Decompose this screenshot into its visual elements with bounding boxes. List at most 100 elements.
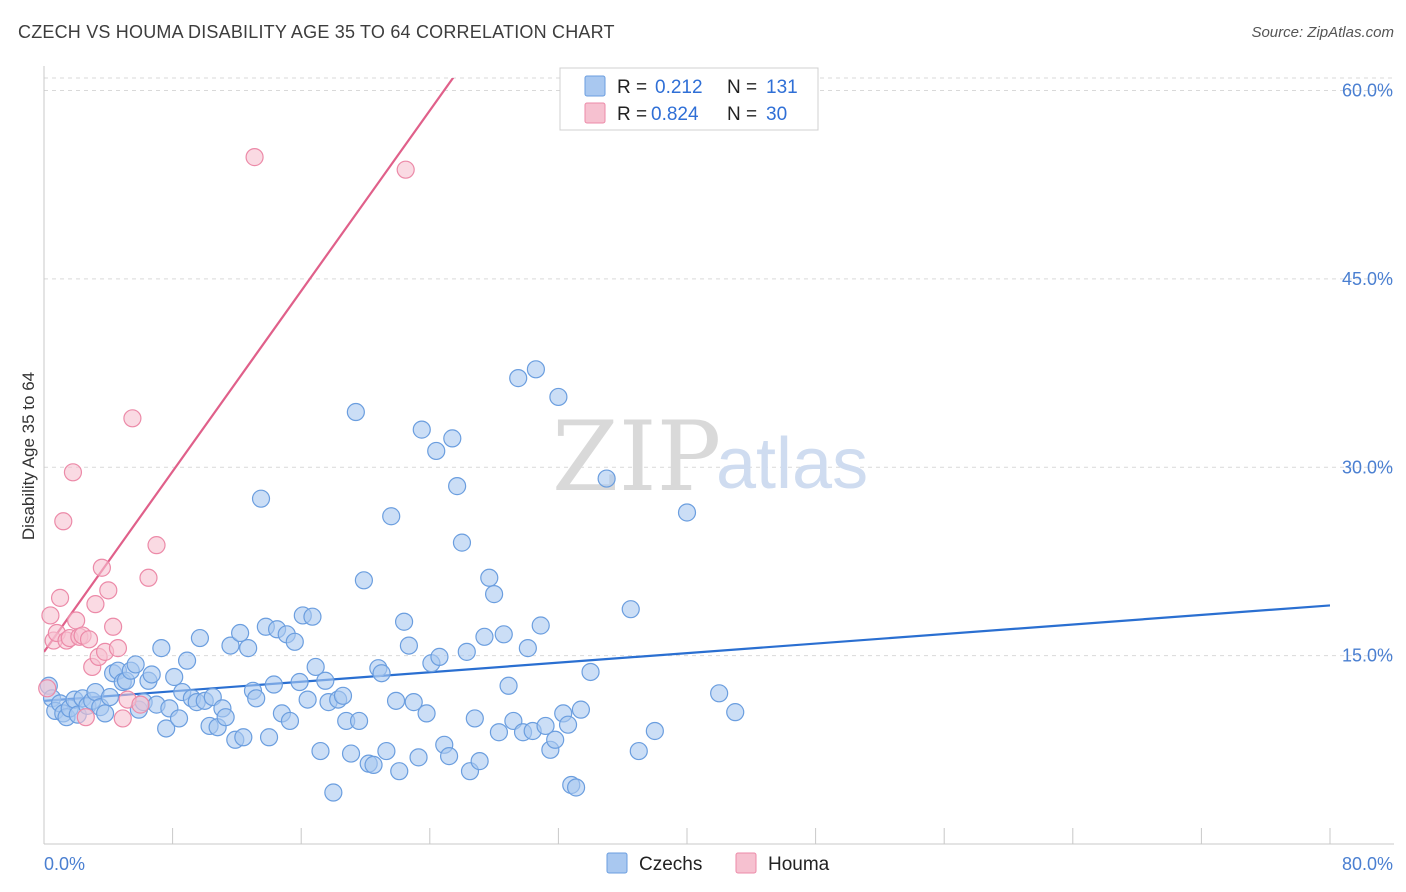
czechs-point — [475, 627, 494, 646]
czechs-point — [439, 746, 459, 766]
czechs-point — [247, 689, 266, 708]
czechs-point — [341, 744, 361, 763]
y-axis-title: Disability Age 35 to 64 — [19, 372, 38, 540]
houma-point — [54, 512, 73, 531]
houma-point — [41, 606, 60, 625]
czechs-point — [333, 686, 353, 705]
czechs-point — [303, 607, 322, 626]
czechs-point — [264, 675, 283, 694]
czechs-point — [629, 741, 648, 761]
czechs-point — [509, 369, 528, 388]
czechs-point — [394, 612, 414, 631]
czechs-point — [100, 687, 120, 707]
czechs-point — [489, 723, 509, 742]
czechs-point — [354, 571, 373, 590]
bottom-legend-czechs: Czechs — [639, 854, 702, 875]
chart-source: Source: ZipAtlas.com — [1251, 24, 1394, 41]
bottom-legend-houma: Houma — [768, 854, 830, 875]
legend-n-label-1: N = — [727, 77, 757, 98]
czechs-point — [536, 716, 555, 736]
czechs-point — [566, 778, 586, 797]
czechs-point — [677, 503, 697, 522]
czechs-point — [412, 420, 431, 439]
stats-legend: R = 0.212 N = 131 R = 0.824 N = 30 — [559, 67, 819, 131]
y-tick-label: 30.0% — [1342, 457, 1393, 477]
czechs-point — [234, 728, 253, 747]
czechs-point — [404, 693, 423, 712]
czechs-point — [306, 657, 325, 677]
czechs-point — [377, 741, 396, 761]
legend-r-label-2: R = — [617, 104, 647, 125]
houma-point — [113, 709, 132, 728]
legend-n-value-2: 30 — [766, 104, 787, 125]
czechs-point — [581, 662, 600, 682]
czechs-point — [621, 600, 640, 619]
czechs-point — [349, 711, 369, 731]
czechs-point — [372, 664, 391, 683]
czechs-trend-line — [44, 604, 1330, 702]
czechs-point — [259, 728, 279, 747]
houma-point — [67, 611, 86, 630]
czechs-point — [526, 360, 545, 379]
houma-point — [63, 463, 83, 482]
czechs-point — [157, 719, 176, 738]
czechs-point — [298, 690, 317, 709]
czechs-point — [726, 703, 745, 722]
czechs-point — [546, 730, 565, 749]
legend-r-label-1: R = — [617, 77, 647, 98]
czechs-point — [169, 709, 189, 728]
czechs-point — [216, 708, 235, 727]
czechs-point — [518, 639, 537, 658]
czechs-point — [430, 647, 449, 666]
houma-point — [245, 148, 264, 167]
czechs-point — [448, 477, 467, 496]
czechs-point — [346, 402, 365, 422]
czechs-point — [386, 691, 406, 710]
houma-point — [123, 409, 142, 428]
czechs-point — [427, 441, 446, 461]
y-tick-label: 45.0% — [1342, 269, 1393, 289]
legend-r-value-2: 0.824 — [651, 104, 699, 125]
legend-n-label-2: N = — [727, 104, 757, 125]
czechs-point — [399, 636, 419, 655]
czechs-point — [231, 623, 250, 643]
x-tick-label-start: 0.0% — [44, 854, 85, 874]
czechs-point — [645, 721, 664, 741]
czechs-point — [531, 616, 550, 635]
houma-point — [104, 617, 123, 636]
czechs-point — [443, 429, 462, 448]
bottom-legend-swatch-houma — [735, 852, 757, 874]
czechs-point — [571, 700, 591, 719]
series-legend: Czechs Houma — [606, 852, 830, 875]
czechs-point — [480, 568, 499, 587]
data-points — [38, 148, 745, 802]
czechs-point — [190, 628, 210, 648]
czechs-point — [549, 387, 568, 407]
legend-n-value-1: 131 — [766, 77, 798, 98]
czechs-point — [324, 783, 343, 802]
czechs-point — [290, 672, 309, 692]
legend-swatch-houma — [584, 102, 606, 124]
czechs-point — [142, 665, 161, 684]
y-tick-label: 60.0% — [1342, 81, 1393, 101]
czechs-point — [177, 651, 197, 670]
czechs-point — [285, 632, 304, 651]
czechs-point — [465, 709, 484, 728]
czechs-point — [470, 752, 489, 771]
czechs-point — [558, 715, 578, 734]
czechs-point — [597, 469, 616, 488]
czechs-point — [316, 671, 335, 690]
czechs-point — [239, 639, 258, 658]
czechs-point — [390, 762, 409, 781]
czechs-point — [710, 684, 729, 703]
houma-point — [131, 695, 150, 714]
czechs-point — [251, 489, 271, 508]
watermark-zip: ZIP — [552, 401, 721, 513]
y-tick-label: 15.0% — [1342, 646, 1393, 666]
axes — [43, 66, 1394, 845]
czechs-point — [311, 741, 330, 761]
czechs-point — [382, 507, 401, 526]
czechs-point — [457, 642, 476, 661]
czechs-point — [280, 711, 300, 731]
